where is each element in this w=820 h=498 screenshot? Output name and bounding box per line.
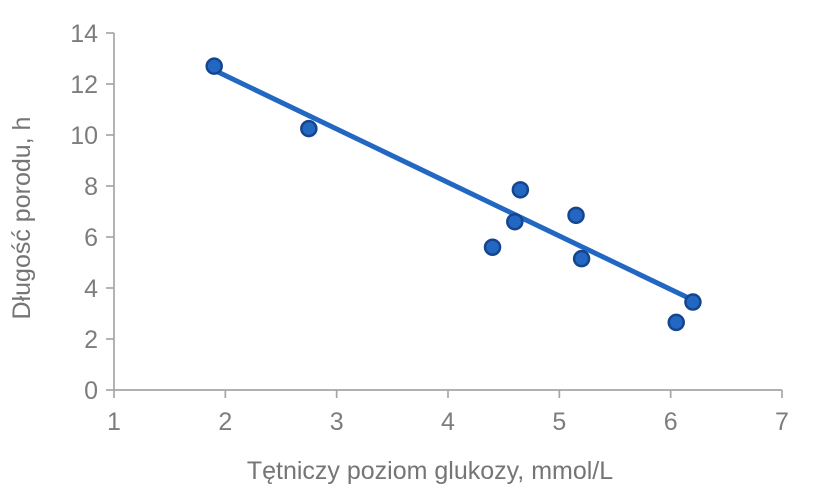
x-tick-label: 5 bbox=[552, 408, 566, 436]
y-tick-label: 2 bbox=[84, 326, 98, 354]
x-tick-label: 1 bbox=[107, 408, 121, 436]
data-point bbox=[483, 238, 502, 256]
x-tick-label: 7 bbox=[775, 408, 789, 436]
data-point bbox=[205, 57, 223, 75]
trend-line bbox=[213, 68, 701, 306]
data-point bbox=[572, 249, 591, 268]
data-layer bbox=[205, 57, 702, 332]
y-tick-label: 6 bbox=[84, 224, 98, 252]
y-tick-label: 8 bbox=[84, 173, 98, 201]
y-tick-label: 14 bbox=[70, 20, 98, 48]
x-axis-title: Tętniczy poziom glukozy, mmol/L bbox=[247, 457, 613, 485]
y-tick-label: 0 bbox=[84, 377, 98, 405]
data-point bbox=[667, 313, 685, 332]
x-tick-label: 4 bbox=[441, 408, 455, 436]
x-tick-label: 3 bbox=[330, 408, 344, 436]
y-tick-label: 10 bbox=[70, 122, 98, 150]
data-point bbox=[506, 212, 524, 231]
y-tick-label: 4 bbox=[84, 275, 98, 303]
y-axis-title: Długość porodu, h bbox=[8, 117, 36, 320]
data-point bbox=[300, 119, 318, 138]
y-tick-label: 12 bbox=[70, 71, 98, 99]
data-point bbox=[567, 206, 585, 225]
x-tick-label: 2 bbox=[218, 408, 232, 436]
x-tick-label: 6 bbox=[664, 408, 678, 436]
data-point bbox=[511, 181, 530, 199]
data-point bbox=[684, 293, 702, 311]
